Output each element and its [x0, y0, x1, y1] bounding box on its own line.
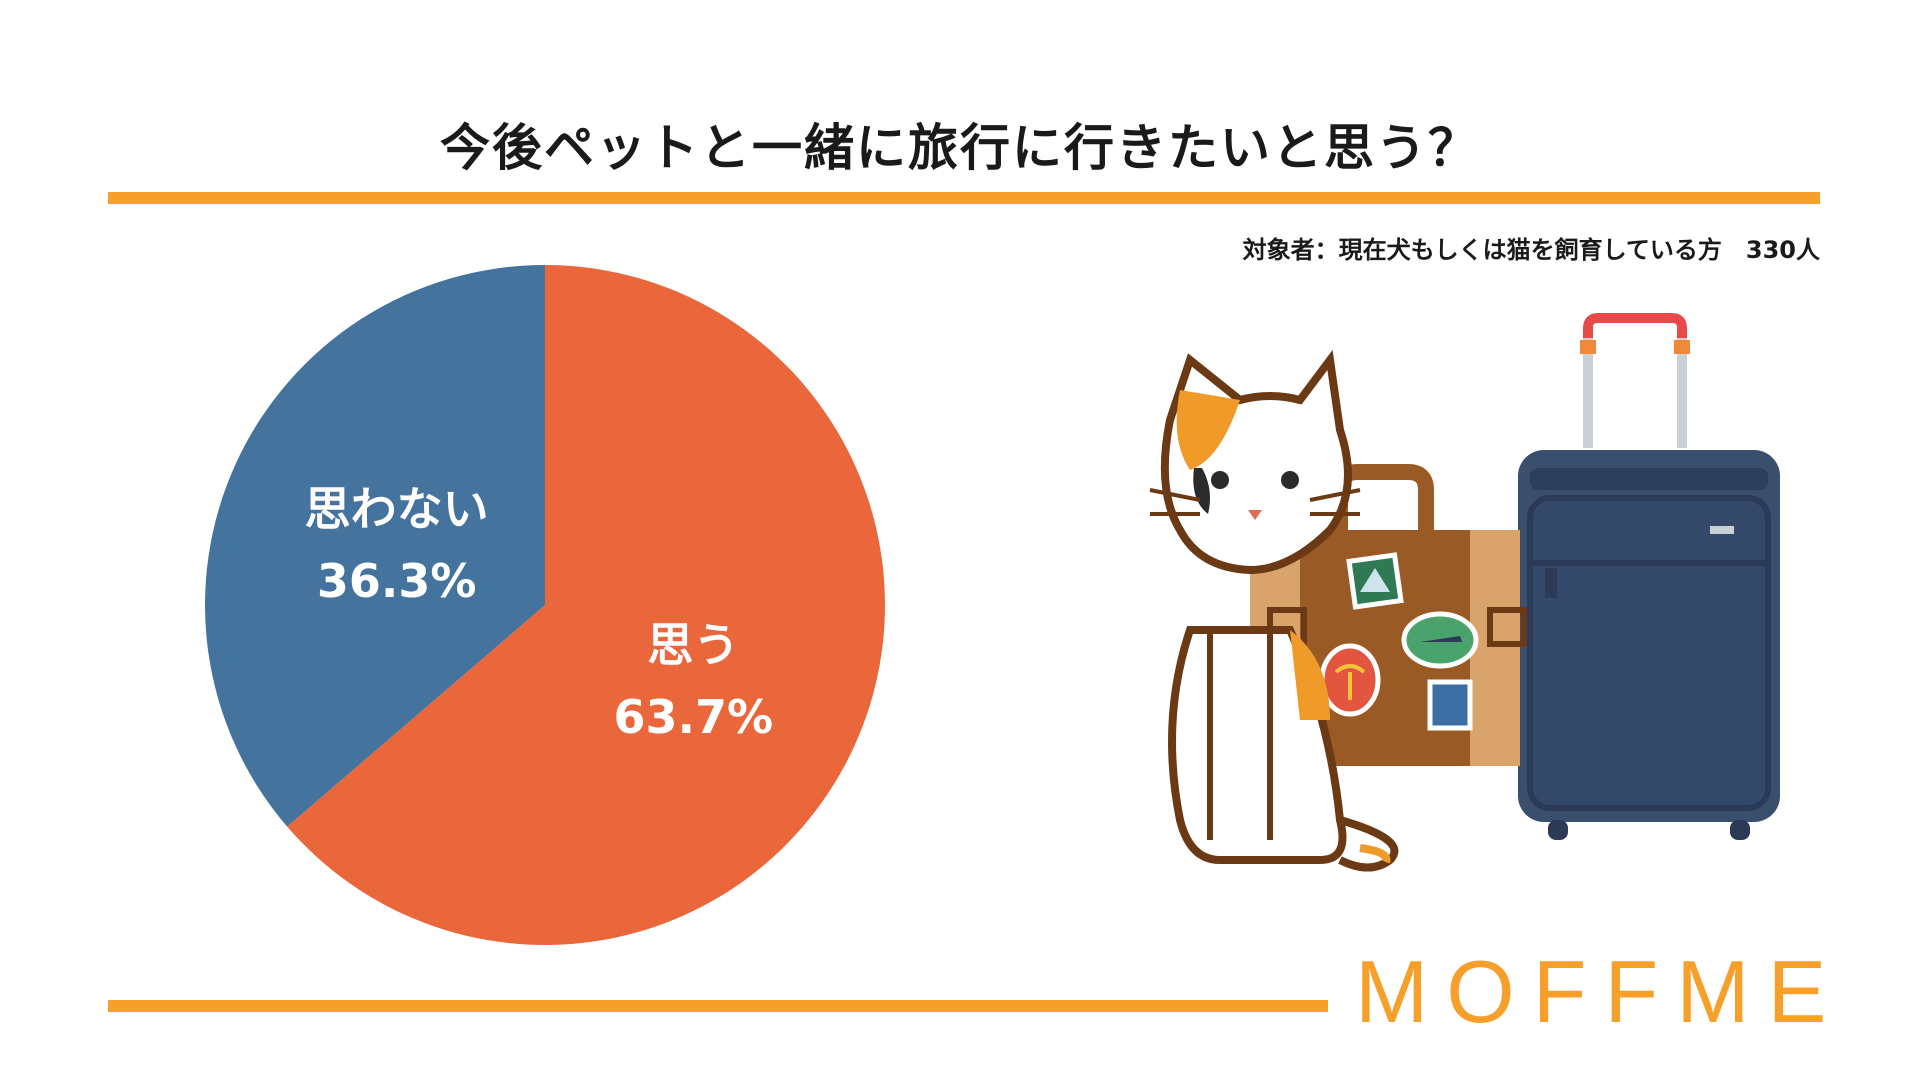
pie-slice-value-0: 63.7% — [614, 690, 774, 744]
pie-slice-1 — [205, 265, 545, 827]
top-rule — [108, 192, 1820, 204]
rolling-luggage-icon — [1518, 313, 1780, 840]
pie-svg: 思う 63.7% 思わない 36.3% — [205, 265, 885, 945]
travel-illustration — [1090, 300, 1790, 880]
chart-title: 今後ペットと一緒に旅行に行きたいと思う？ — [440, 119, 1480, 177]
pie-slice-label-0: 思う — [647, 618, 739, 672]
survey-subject: 対象者：現在犬もしくは猫を飼育している方 330人 — [1242, 236, 1820, 264]
cat-icon — [1149, 349, 1399, 872]
pie-slice-label-1: 思わない — [305, 482, 489, 536]
bottom-rule — [108, 1000, 1328, 1012]
pie-slice-value-1: 36.3% — [317, 554, 477, 608]
pie-slice-0 — [287, 265, 885, 945]
pie-chart: 思う 63.7% 思わない 36.3% — [200, 260, 890, 950]
brand-logo: MOFFME — [1355, 942, 1845, 1041]
